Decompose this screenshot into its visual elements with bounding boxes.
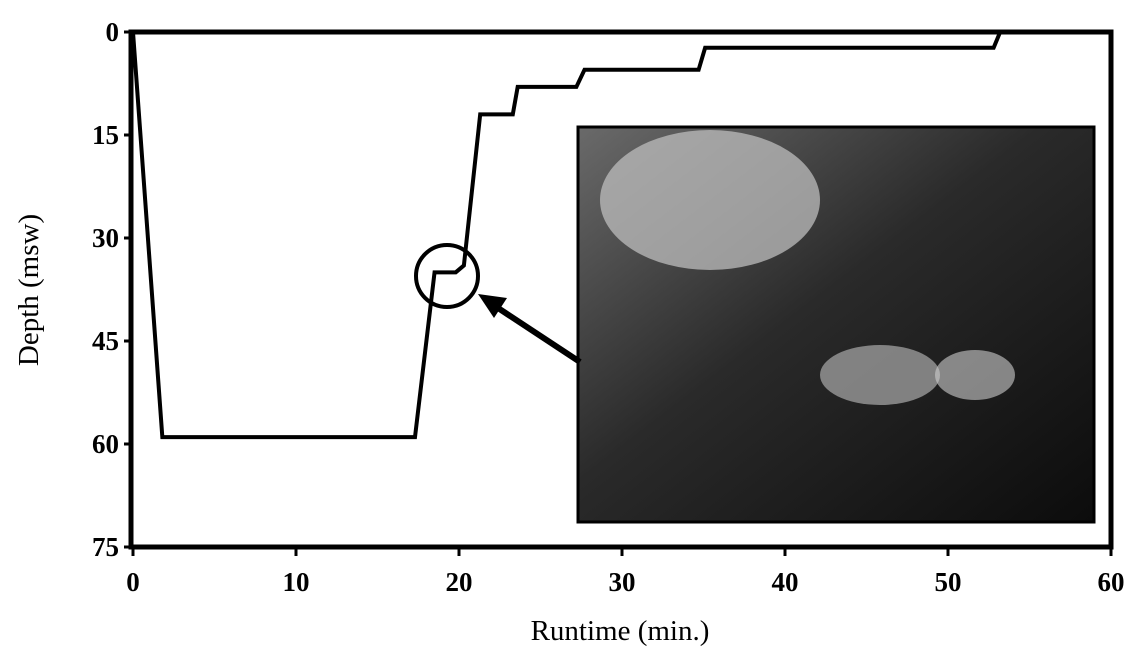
y-tick-label: 15: [92, 120, 119, 150]
x-axis-title: Runtime (min.): [531, 615, 710, 647]
inset-photo: [578, 127, 1094, 522]
y-tick-label: 0: [106, 17, 120, 47]
y-tick-label: 30: [92, 223, 119, 253]
x-tick-label: 50: [935, 567, 962, 597]
y-axis-title: Depth (msw): [13, 214, 45, 366]
y-tick-label: 60: [92, 429, 119, 459]
x-tick-label: 30: [609, 567, 636, 597]
x-tick-label: 40: [772, 567, 799, 597]
x-tick-label: 60: [1098, 567, 1125, 597]
annotation: [416, 245, 580, 362]
x-tick-label: 0: [126, 567, 140, 597]
y-tick-label: 45: [92, 326, 119, 356]
chart: Runtime (min.) Depth (msw) 0 10 20 30 40 50 60…: [0, 0, 1129, 650]
x-tick-label: 10: [283, 567, 310, 597]
y-tick-label: 75: [92, 532, 119, 562]
x-tick-label: 20: [446, 567, 473, 597]
